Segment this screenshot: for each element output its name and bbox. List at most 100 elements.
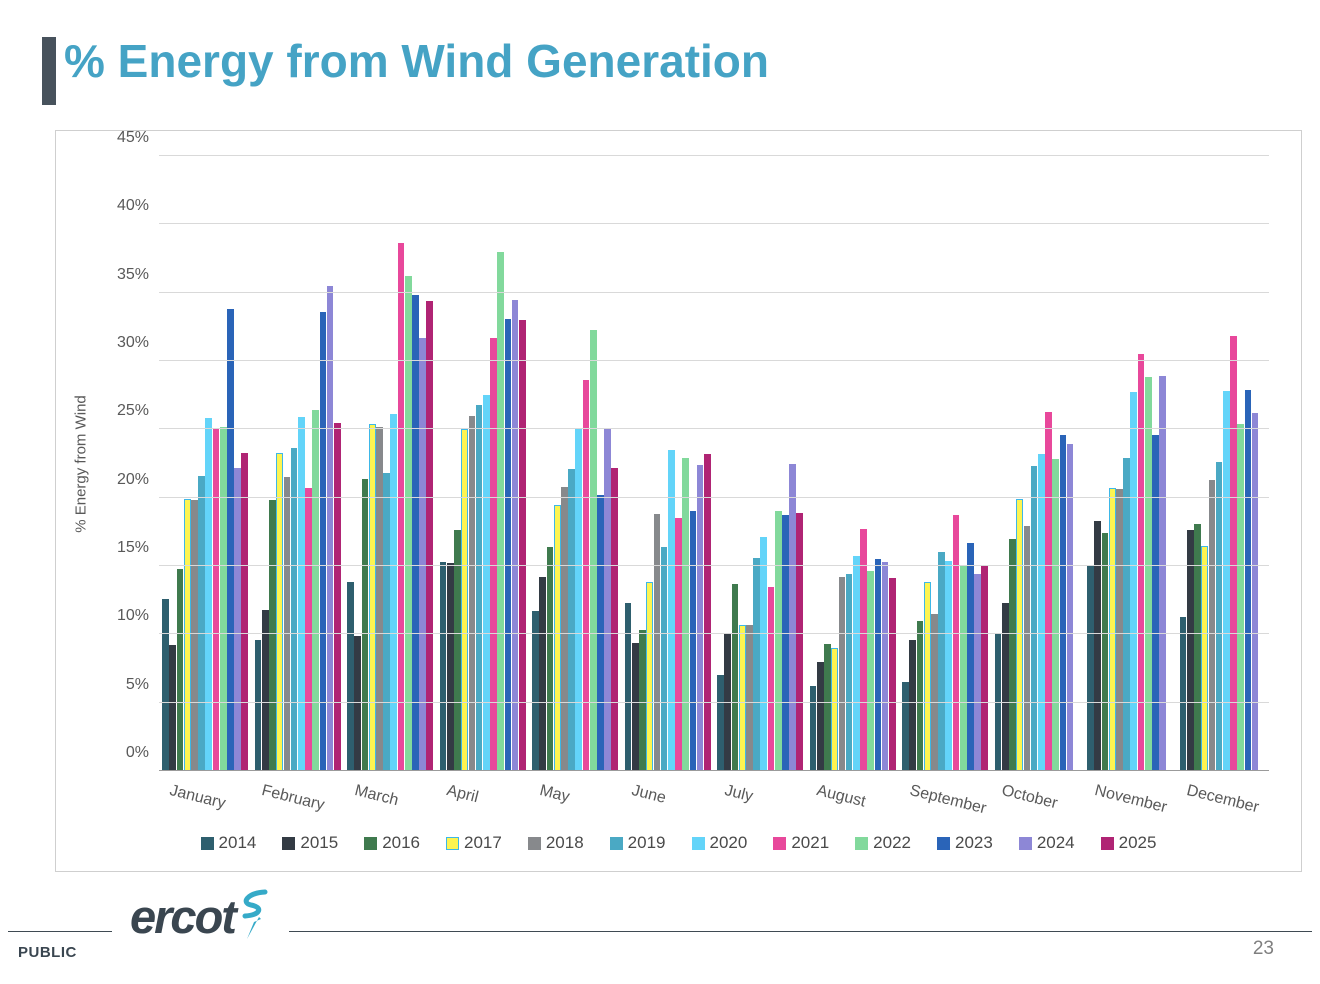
x-label-cell: October xyxy=(992,776,1085,831)
bar-slot xyxy=(1001,156,1009,771)
bar-slot xyxy=(1108,156,1116,771)
bar-slot xyxy=(831,156,839,771)
bar-february-2024 xyxy=(326,285,334,771)
bar-slot xyxy=(297,156,305,771)
legend-swatch-2025 xyxy=(1100,836,1114,850)
bar-slot xyxy=(589,156,597,771)
x-label-cell: August xyxy=(807,776,900,831)
x-axis-label-june: June xyxy=(630,782,669,807)
bar-july-2023 xyxy=(782,515,789,771)
bar-slot xyxy=(1130,156,1138,771)
bar-slot xyxy=(738,156,746,771)
bar-group-june xyxy=(622,156,715,771)
x-axis-label-october: October xyxy=(1000,782,1060,813)
bar-october-2014 xyxy=(994,634,1002,771)
legend-item-2021: 2021 xyxy=(773,833,829,853)
bar-march-2016 xyxy=(361,478,369,771)
legend-label-2022: 2022 xyxy=(873,833,911,852)
bar-slot xyxy=(909,156,917,771)
bar-february-2022 xyxy=(312,410,320,771)
bar-slot xyxy=(368,156,376,771)
bar-january-2019 xyxy=(198,475,205,771)
bar-february-2016 xyxy=(269,500,276,771)
bar-june-2017 xyxy=(646,582,654,771)
bar-may-2015 xyxy=(539,576,547,771)
bar-slot xyxy=(639,156,646,771)
legend-swatch-2023 xyxy=(936,836,950,850)
y-tick-label: 5% xyxy=(125,675,149,693)
bar-april-2017 xyxy=(461,429,469,771)
y-tick-label: 10% xyxy=(116,607,149,625)
bar-september-2015 xyxy=(909,639,917,771)
bar-slot xyxy=(383,156,390,771)
bar-august-2019 xyxy=(845,574,853,771)
bar-september-2017 xyxy=(923,582,931,771)
bar-march-2017 xyxy=(368,423,376,771)
x-axis-label-august: August xyxy=(815,782,868,811)
bar-group-february xyxy=(252,156,345,771)
legend-item-2025: 2025 xyxy=(1100,833,1156,853)
bar-slot xyxy=(198,156,205,771)
bar-august-2024 xyxy=(881,561,889,771)
gridline xyxy=(159,633,1269,635)
bar-july-2024 xyxy=(789,463,796,771)
bar-slot xyxy=(234,156,241,771)
bar-slot xyxy=(782,156,789,771)
bar-april-2016 xyxy=(454,530,461,771)
bar-slot xyxy=(1023,156,1031,771)
bar-november-2016 xyxy=(1101,533,1109,771)
x-label-cell: November xyxy=(1084,776,1177,831)
bar-slot xyxy=(490,156,497,771)
y-tick-label: 0% xyxy=(125,744,149,761)
bar-june-2018 xyxy=(653,514,661,771)
legend-item-2019: 2019 xyxy=(609,833,666,853)
bar-september-2018 xyxy=(931,613,938,771)
bar-november-2023 xyxy=(1152,434,1159,771)
bar-slot xyxy=(703,156,711,771)
bar-slot xyxy=(888,156,896,771)
bar-slot xyxy=(1194,156,1201,771)
bar-november-2018 xyxy=(1116,489,1123,771)
bar-slot xyxy=(1244,156,1252,771)
bar-slot xyxy=(881,156,889,771)
bar-november-2024 xyxy=(1159,376,1166,771)
bar-march-2022 xyxy=(404,276,412,771)
bar-june-2024 xyxy=(696,464,704,771)
bar-september-2016 xyxy=(916,620,924,771)
legend-label-2023: 2023 xyxy=(954,833,993,852)
bar-september-2021 xyxy=(952,515,960,771)
y-tick-label: 35% xyxy=(116,265,149,283)
bar-slot xyxy=(546,156,554,771)
bar-january-2021 xyxy=(212,429,220,771)
bar-slot xyxy=(1074,156,1081,771)
bar-march-2015 xyxy=(354,635,362,771)
bar-july-2016 xyxy=(731,583,739,771)
bar-august-2014 xyxy=(809,686,817,771)
footer-divider xyxy=(8,931,1312,932)
y-tick-label: 20% xyxy=(116,470,149,488)
bar-july-2022 xyxy=(774,511,782,771)
bar-slot xyxy=(746,156,753,771)
bar-slot xyxy=(1045,156,1052,771)
bar-slot xyxy=(1237,156,1245,771)
bar-slot xyxy=(446,156,454,771)
bar-january-2025 xyxy=(241,452,249,771)
bar-november-2017 xyxy=(1108,488,1116,771)
bar-slot xyxy=(923,156,931,771)
bar-november-2015 xyxy=(1094,520,1102,771)
bar-slot xyxy=(347,156,354,771)
bar-slot xyxy=(675,156,682,771)
bar-slot xyxy=(959,156,967,771)
bar-january-2020 xyxy=(205,418,213,771)
bar-slot xyxy=(504,156,512,771)
bar-slot xyxy=(283,156,291,771)
legend-item-2017: 2017 xyxy=(446,833,502,853)
bar-slot xyxy=(653,156,661,771)
bar-slot xyxy=(439,156,447,771)
ercot-logo: ercot xyxy=(112,889,289,946)
bar-december-2020 xyxy=(1222,391,1230,771)
bar-december-2014 xyxy=(1179,616,1187,771)
bar-slot xyxy=(333,156,341,771)
bar-march-2020 xyxy=(390,414,398,771)
bar-june-2019 xyxy=(660,546,668,771)
